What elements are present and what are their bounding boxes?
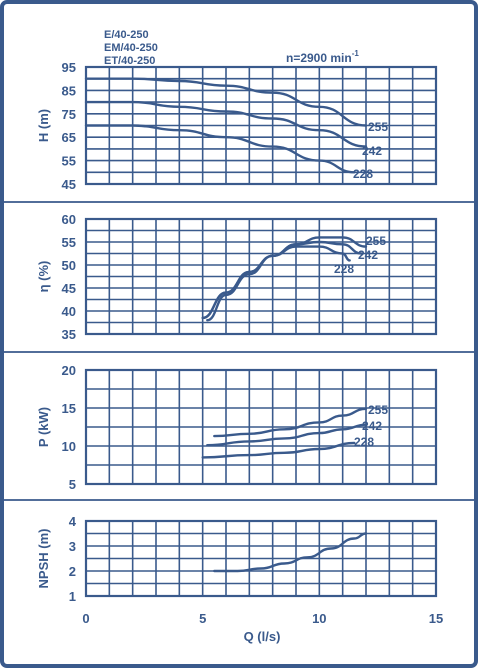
y-tick-label: 2	[69, 564, 76, 579]
series-line	[84, 77, 368, 127]
series-label: 242	[358, 248, 378, 262]
x-tick-label: 0	[82, 611, 89, 626]
y-tick-label: 3	[69, 539, 76, 554]
speed-text: n=2900 min	[286, 51, 352, 65]
series-label: 242	[362, 144, 382, 158]
y-axis-label: P (kW)	[36, 407, 51, 447]
series-label: 242	[362, 419, 382, 433]
chart-panel: 20 15 10 5 P (kW) 255 242 228	[2, 363, 476, 501]
y-tick-label: 55	[62, 235, 76, 250]
y-axis-label: H (m)	[36, 109, 51, 142]
y-tick-label: 1	[69, 589, 76, 604]
speed-label: n=2900 min-1	[286, 49, 359, 65]
x-tick-label: 10	[312, 611, 326, 626]
model-label: ET/40-250	[104, 55, 155, 67]
series-line	[206, 423, 368, 447]
plot-border	[84, 519, 438, 598]
y-tick-label: 95	[62, 60, 76, 75]
series-line	[206, 245, 351, 322]
model-label: EM/40-250	[104, 42, 158, 54]
y-tick-label: 65	[62, 130, 76, 145]
speed-superscript: -1	[352, 49, 360, 58]
y-tick-label: 4	[69, 514, 77, 529]
y-tick-label: 40	[62, 304, 76, 319]
series-line	[213, 532, 368, 573]
plot-border	[84, 217, 438, 336]
plot-grid	[84, 519, 438, 598]
y-tick-label: 35	[62, 327, 76, 342]
series-line	[84, 124, 356, 174]
header: E/40-250 EM/40-250 ET/40-250 n=2900 min-…	[104, 29, 359, 67]
y-tick-label: 45	[62, 281, 76, 296]
y-tick-label: 45	[62, 177, 76, 192]
y-axis-label: NPSH (m)	[36, 529, 51, 589]
plot-grid	[84, 368, 438, 486]
y-tick-label: 10	[62, 439, 76, 454]
y-tick-label: 5	[69, 477, 76, 492]
x-tick-label: 5	[199, 611, 206, 626]
series-label: 255	[366, 234, 386, 248]
series-label: 255	[368, 403, 388, 417]
series-line	[213, 407, 368, 438]
y-tick-label: 75	[62, 107, 76, 122]
series-label: 228	[334, 262, 354, 276]
chart-panel: 4 3 2 1 NPSH (m)	[36, 514, 438, 604]
y-tick-label: 55	[62, 154, 76, 169]
y-tick-label: 20	[62, 363, 76, 378]
chart-panel: 95 85 75 65 55 45 H (m) 255 242 228	[2, 60, 476, 203]
y-axis-label: η (%)	[36, 261, 51, 293]
y-tick-label: 50	[62, 258, 76, 273]
x-axis-label: Q (l/s)	[244, 629, 281, 644]
y-tick-label: 15	[62, 401, 76, 416]
x-tick-label: 15	[429, 611, 443, 626]
y-tick-label: 60	[62, 212, 76, 227]
series-line	[84, 100, 368, 148]
x-axis: 0 5 10 15 Q (l/s)	[82, 611, 443, 644]
plot-border	[84, 368, 438, 486]
model-label: E/40-250	[104, 29, 149, 41]
series-label: 228	[354, 435, 374, 449]
y-tick-label: 85	[62, 83, 76, 98]
series-label: 228	[353, 167, 373, 181]
series-line	[201, 441, 356, 459]
series-label: 255	[368, 120, 388, 134]
